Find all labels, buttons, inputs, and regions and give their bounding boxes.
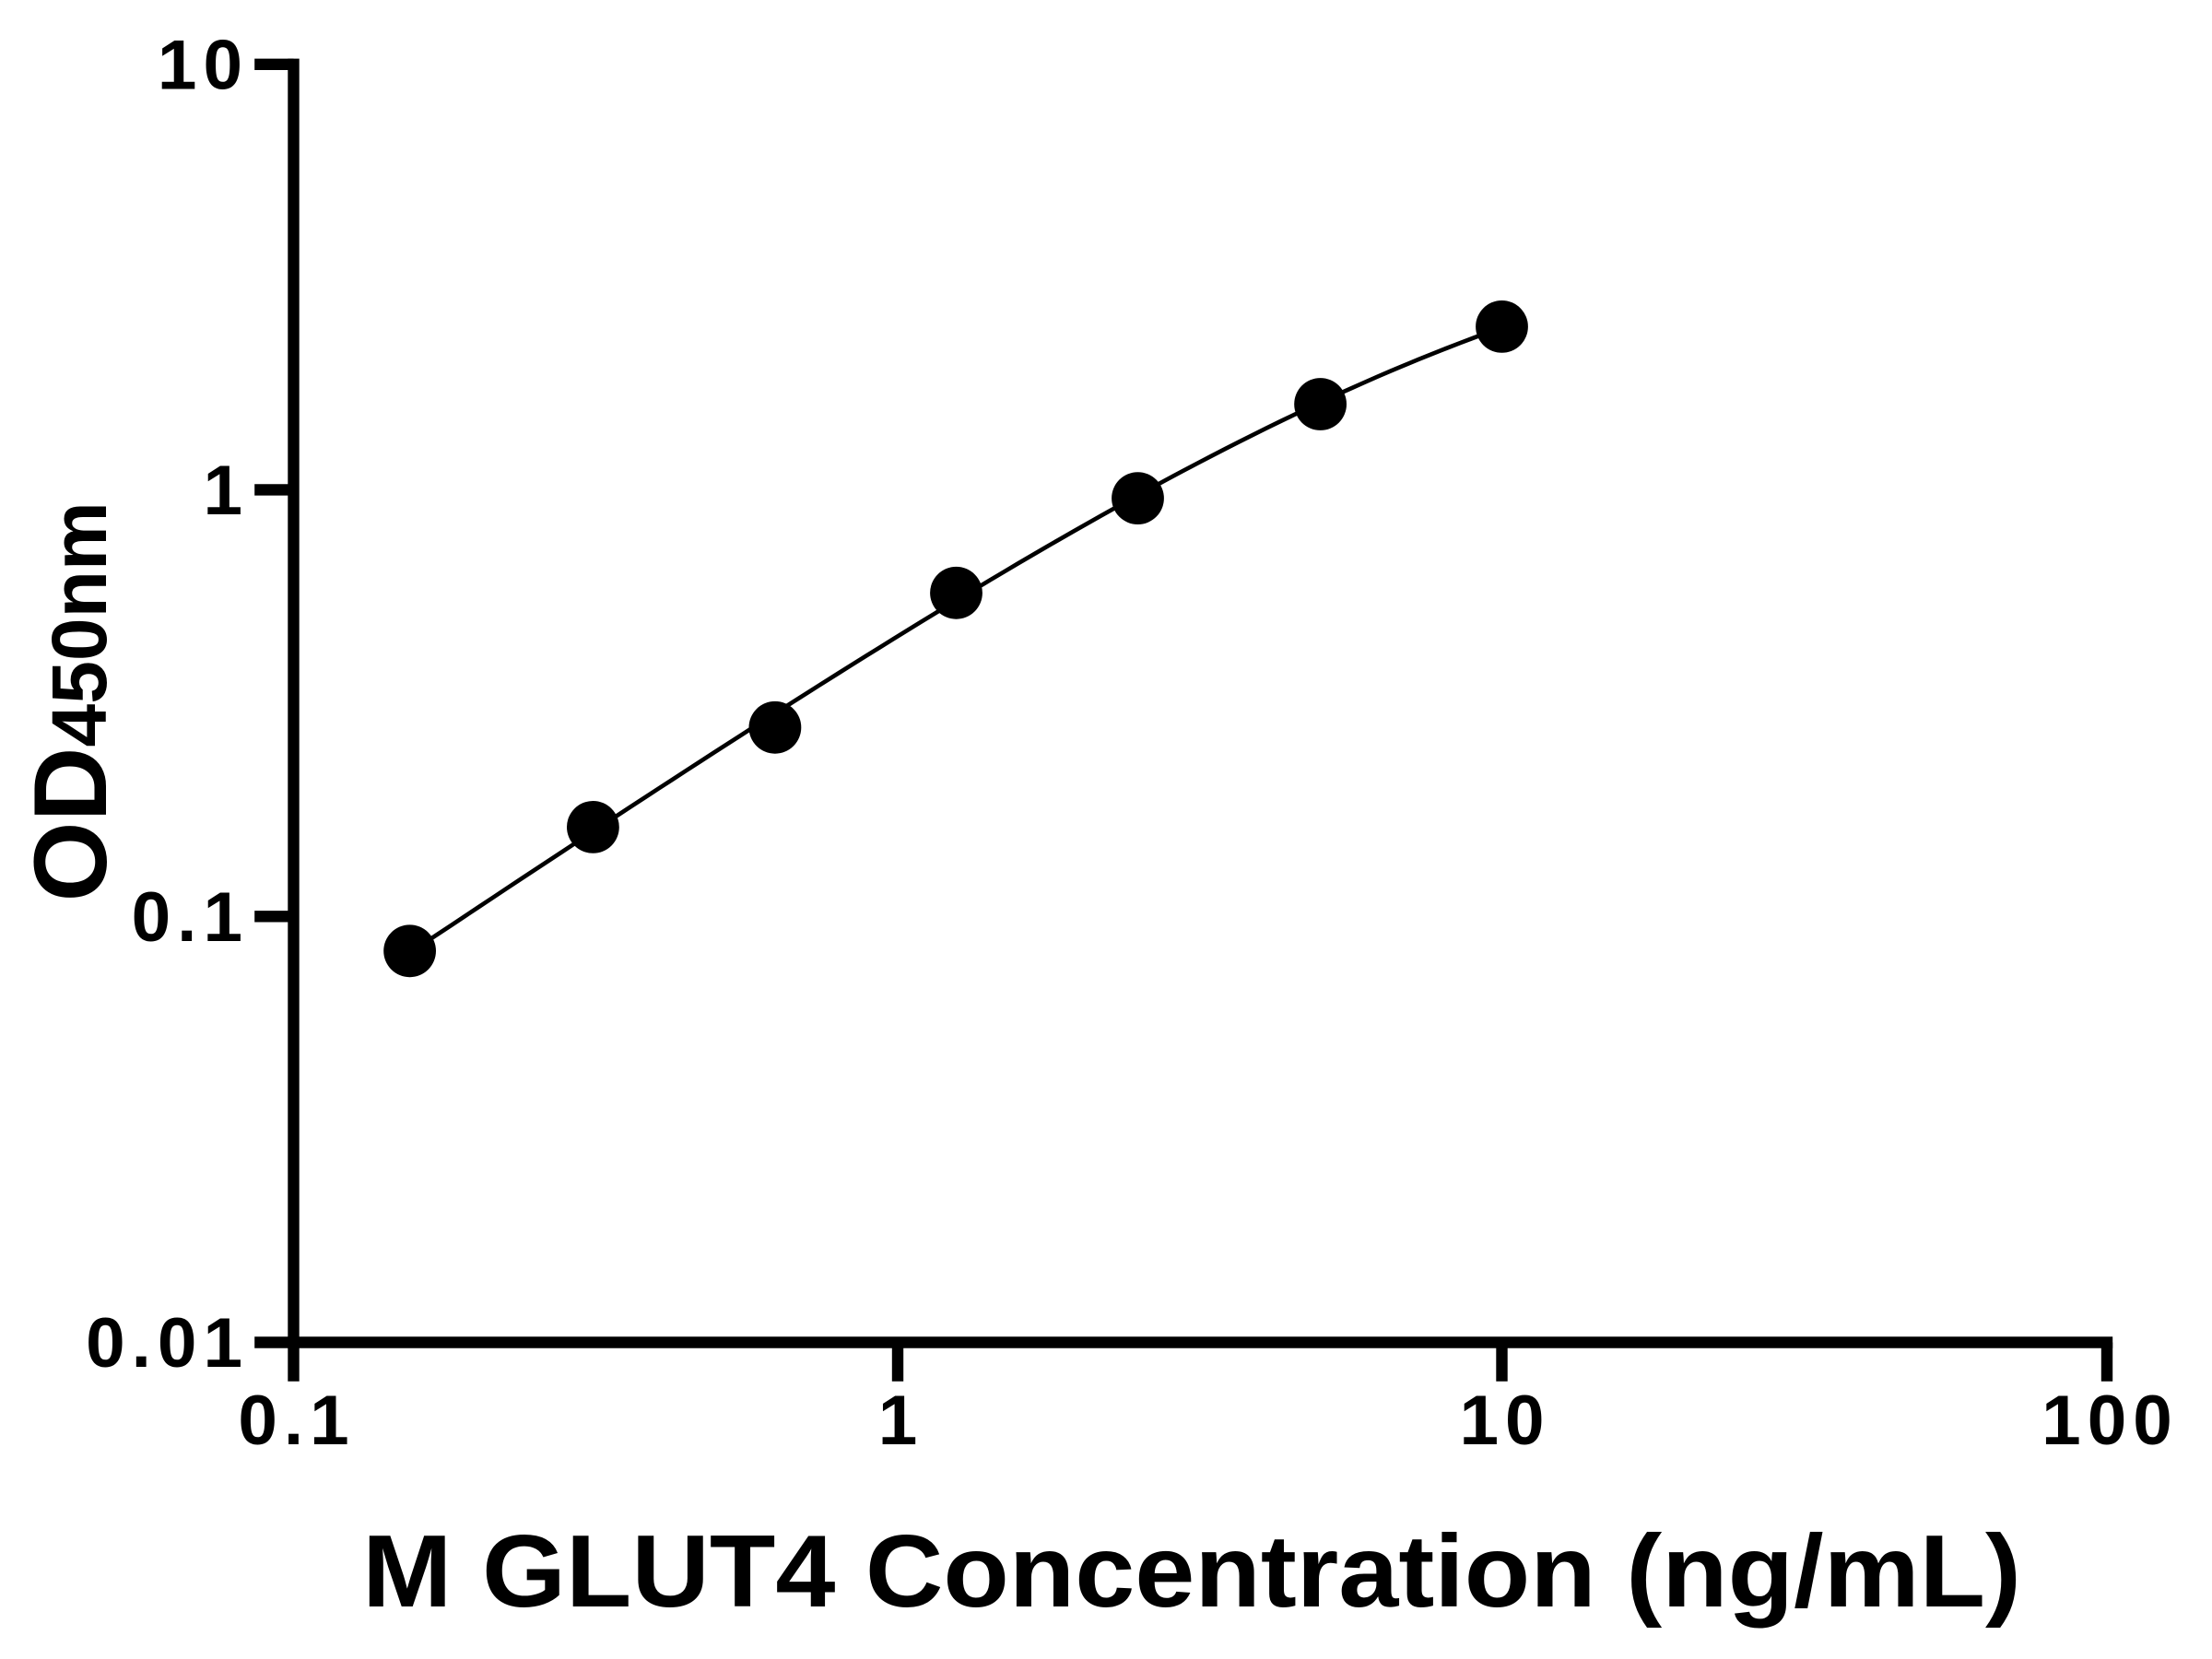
svg-text:M GLUT4 Concentration (ng/mL): M GLUT4 Concentration (ng/mL) [362, 1513, 2021, 1629]
svg-text:10: 10 [1459, 1382, 1550, 1460]
svg-text:0.1: 0.1 [132, 878, 249, 957]
svg-text:1: 1 [203, 452, 249, 530]
svg-text:1: 1 [878, 1382, 924, 1460]
svg-text:0.1: 0.1 [238, 1382, 355, 1460]
svg-text:100: 100 [2041, 1382, 2179, 1460]
svg-text:10: 10 [158, 27, 249, 105]
svg-text:0.01: 0.01 [86, 1304, 249, 1382]
